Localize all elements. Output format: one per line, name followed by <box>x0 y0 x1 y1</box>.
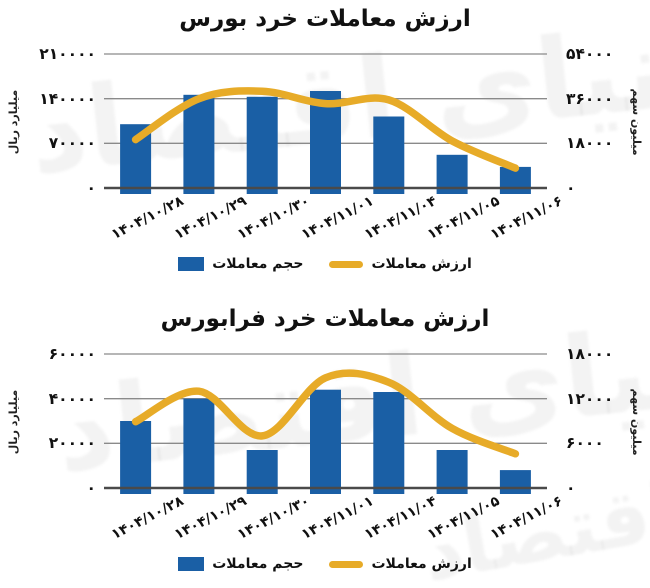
y-axis-tick: ۲۱۰۰۰۰ <box>39 45 96 63</box>
y-axis-tick: ۴۰۰۰۰ <box>48 390 96 408</box>
chart-title: ارزش معاملات خرد بورس <box>179 6 471 32</box>
y-axis-tick: ۲۰۰۰۰ <box>48 434 96 452</box>
left-axis-title: میلیارد ریال <box>7 389 20 455</box>
bar-swatch-icon <box>178 557 205 571</box>
y-axis-tick: ۱۴۰۰۰۰ <box>39 90 96 108</box>
y-axis-tick: ۱۸۰۰۰ <box>566 345 614 363</box>
legend-label: ارزش معاملات <box>371 556 472 572</box>
chart-panel-farabourse: ارزش معاملات خرد فرابورس ۶۰۰۰۰ ۴۰۰۰۰ ۲۰۰… <box>0 300 650 588</box>
y-axis-tick: ۵۴۰۰۰ <box>566 45 614 63</box>
legend-item-value: ارزش معاملات <box>329 556 472 572</box>
y-axis-tick: ۰ <box>86 479 96 497</box>
legend: حجم معاملات ارزش معاملات <box>0 256 650 272</box>
y-axis-tick: ۰ <box>566 479 576 497</box>
chart-title: ارزش معاملات خرد فرابورس <box>160 306 490 332</box>
y-axis-tick: ۳۶۰۰۰ <box>566 90 614 108</box>
left-axis-title: میلیارد ریال <box>7 89 20 155</box>
right-axis-title: میلیون سهم <box>630 388 643 456</box>
chart-panel-bourse: ارزش معاملات خرد بورس ۲۱۰۰۰۰ ۱۴۰۰۰۰ ۷۰۰۰… <box>0 6 650 272</box>
y-axis-tick: ۶۰۰۰ <box>566 434 604 452</box>
legend-item-volume: حجم معاملات <box>178 256 303 272</box>
plot-area <box>104 353 547 494</box>
y-axis-tick: ۶۰۰۰۰ <box>48 345 96 363</box>
y-axis-tick: ۰ <box>86 179 96 197</box>
y-axis-tick: ۱۸۰۰۰ <box>566 134 614 152</box>
y-axis-tick: ۱۲۰۰۰ <box>566 390 614 408</box>
legend-item-volume: حجم معاملات <box>178 556 303 572</box>
legend-label: حجم معاملات <box>212 256 304 272</box>
bar-swatch-icon <box>178 257 205 271</box>
plot-area <box>104 53 547 194</box>
legend-item-value: ارزش معاملات <box>329 256 472 272</box>
y-axis-tick: ۷۰۰۰۰ <box>48 134 96 152</box>
legend-label: حجم معاملات <box>212 556 304 572</box>
legend-label: ارزش معاملات <box>371 256 472 272</box>
line-swatch-icon <box>329 260 364 268</box>
line-swatch-icon <box>329 560 364 568</box>
right-axis-title: میلیون سهم <box>630 88 643 156</box>
y-axis-tick: ۰ <box>566 179 576 197</box>
legend: حجم معاملات ارزش معاملات <box>0 556 650 572</box>
